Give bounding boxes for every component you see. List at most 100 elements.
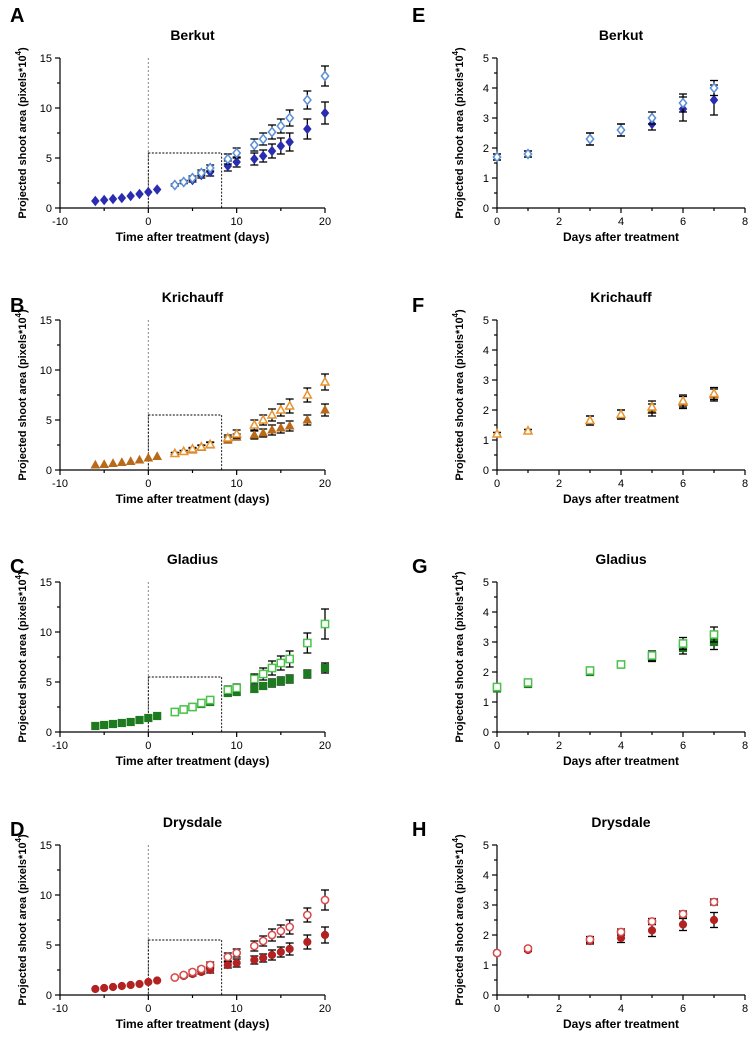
series-pre-treatment xyxy=(90,451,163,469)
data-point xyxy=(143,452,154,462)
data-point xyxy=(302,414,313,424)
x-tick-label: 6 xyxy=(680,216,686,228)
data-point xyxy=(302,638,312,648)
x-tick-label: -10 xyxy=(52,740,68,752)
data-point xyxy=(275,422,286,432)
x-axis-label: Time after treatment (days) xyxy=(116,754,270,768)
y-tick-label: 2 xyxy=(483,930,489,942)
x-tick-label: -10 xyxy=(52,216,68,228)
data-point xyxy=(267,145,277,157)
data-point xyxy=(196,167,206,179)
y-tick-label: 1 xyxy=(483,697,489,709)
y-axis-label-superscript: 4 xyxy=(451,574,460,579)
data-point xyxy=(117,981,126,991)
y-axis-label-superscript: 4 xyxy=(451,837,460,842)
data-point xyxy=(231,428,242,438)
panel-title: Drysdale xyxy=(591,814,650,830)
y-axis-label: Projected shoot area (pixels*104) xyxy=(451,47,466,219)
y-tick-label: 15 xyxy=(40,577,52,589)
data-point xyxy=(320,930,330,940)
x-tick-label: 10 xyxy=(231,1003,243,1015)
data-point xyxy=(285,944,294,954)
y-tick-label: 5 xyxy=(483,315,489,327)
data-point xyxy=(584,414,596,425)
data-point xyxy=(647,651,657,660)
data-point xyxy=(266,409,278,419)
y-axis-label-end: ) xyxy=(454,834,466,838)
x-axis-label: Time after treatment (days) xyxy=(116,492,270,506)
data-point xyxy=(585,666,595,675)
data-point xyxy=(134,454,145,464)
data-point xyxy=(615,408,627,419)
y-tick-label: 5 xyxy=(483,577,489,589)
data-point xyxy=(90,459,101,469)
data-point xyxy=(100,983,109,993)
data-point xyxy=(523,148,533,160)
y-tick-label: 1 xyxy=(483,435,489,447)
data-point xyxy=(250,684,259,694)
y-axis-label-main: Projected shoot area (pixels*10 xyxy=(17,317,29,480)
y-tick-label: 0 xyxy=(46,203,52,215)
data-point xyxy=(267,663,277,673)
y-axis-label-end: ) xyxy=(17,309,29,313)
data-point xyxy=(303,123,312,135)
x-axis-label: Time after treatment (days) xyxy=(116,230,270,244)
data-point xyxy=(320,70,330,82)
x-tick-label: 8 xyxy=(742,478,748,490)
data-point xyxy=(259,681,268,691)
x-tick-label: 20 xyxy=(319,1003,331,1015)
y-tick-label: 4 xyxy=(483,870,489,882)
data-point xyxy=(205,695,215,705)
data-point xyxy=(135,715,144,725)
data-point xyxy=(616,660,626,669)
data-point xyxy=(647,926,657,935)
data-point xyxy=(258,150,268,162)
panel-h: H Drysdale 0 1 2 3 4 5 0 2 4 6 8 Days after treatment… xyxy=(412,814,748,1031)
series-control xyxy=(491,386,720,438)
data-point xyxy=(108,458,118,467)
data-point xyxy=(187,172,198,184)
y-tick-label: 10 xyxy=(40,627,52,639)
y-tick-label: 15 xyxy=(40,840,52,852)
data-point xyxy=(249,139,259,151)
y-tick-label: 10 xyxy=(40,890,52,902)
data-point xyxy=(708,387,720,398)
data-point xyxy=(205,960,215,970)
data-point xyxy=(179,705,189,714)
data-point xyxy=(678,920,688,929)
data-point xyxy=(303,669,312,679)
x-axis-label: Time after treatment (days) xyxy=(116,1017,270,1031)
data-point xyxy=(249,941,259,951)
y-tick-label: 4 xyxy=(483,345,489,357)
y-axis-label: Projected shoot area (pixels*104) xyxy=(451,834,466,1006)
x-tick-label: 8 xyxy=(742,740,748,752)
data-point xyxy=(492,948,502,958)
data-point xyxy=(276,658,286,668)
x-axis-label: Days after treatment xyxy=(563,754,679,768)
y-axis-label-end: ) xyxy=(17,571,29,575)
data-point xyxy=(249,674,259,684)
data-point xyxy=(709,630,719,639)
y-tick-label: 2 xyxy=(483,405,489,417)
data-point xyxy=(258,133,268,145)
y-axis-label: Projected shoot area (pixels*104) xyxy=(14,309,29,481)
x-tick-label: 10 xyxy=(231,216,243,228)
x-tick-label: 0 xyxy=(145,1003,151,1015)
panel-title: Drysdale xyxy=(163,814,222,830)
y-tick-label: 3 xyxy=(483,375,489,387)
data-point xyxy=(152,451,163,460)
y-tick-label: 5 xyxy=(46,940,52,952)
data-point xyxy=(267,950,277,960)
data-point xyxy=(232,948,242,958)
x-tick-label: 0 xyxy=(494,1003,500,1015)
x-tick-label: 8 xyxy=(742,1003,748,1015)
x-tick-label: 20 xyxy=(319,740,331,752)
data-point xyxy=(250,153,259,165)
data-point xyxy=(223,952,233,962)
data-point xyxy=(126,190,135,202)
data-point xyxy=(249,419,260,429)
y-axis-label-main: Projected shoot area (pixels*10 xyxy=(454,842,466,1005)
data-point xyxy=(170,973,180,982)
panel-letter: B xyxy=(10,295,24,317)
